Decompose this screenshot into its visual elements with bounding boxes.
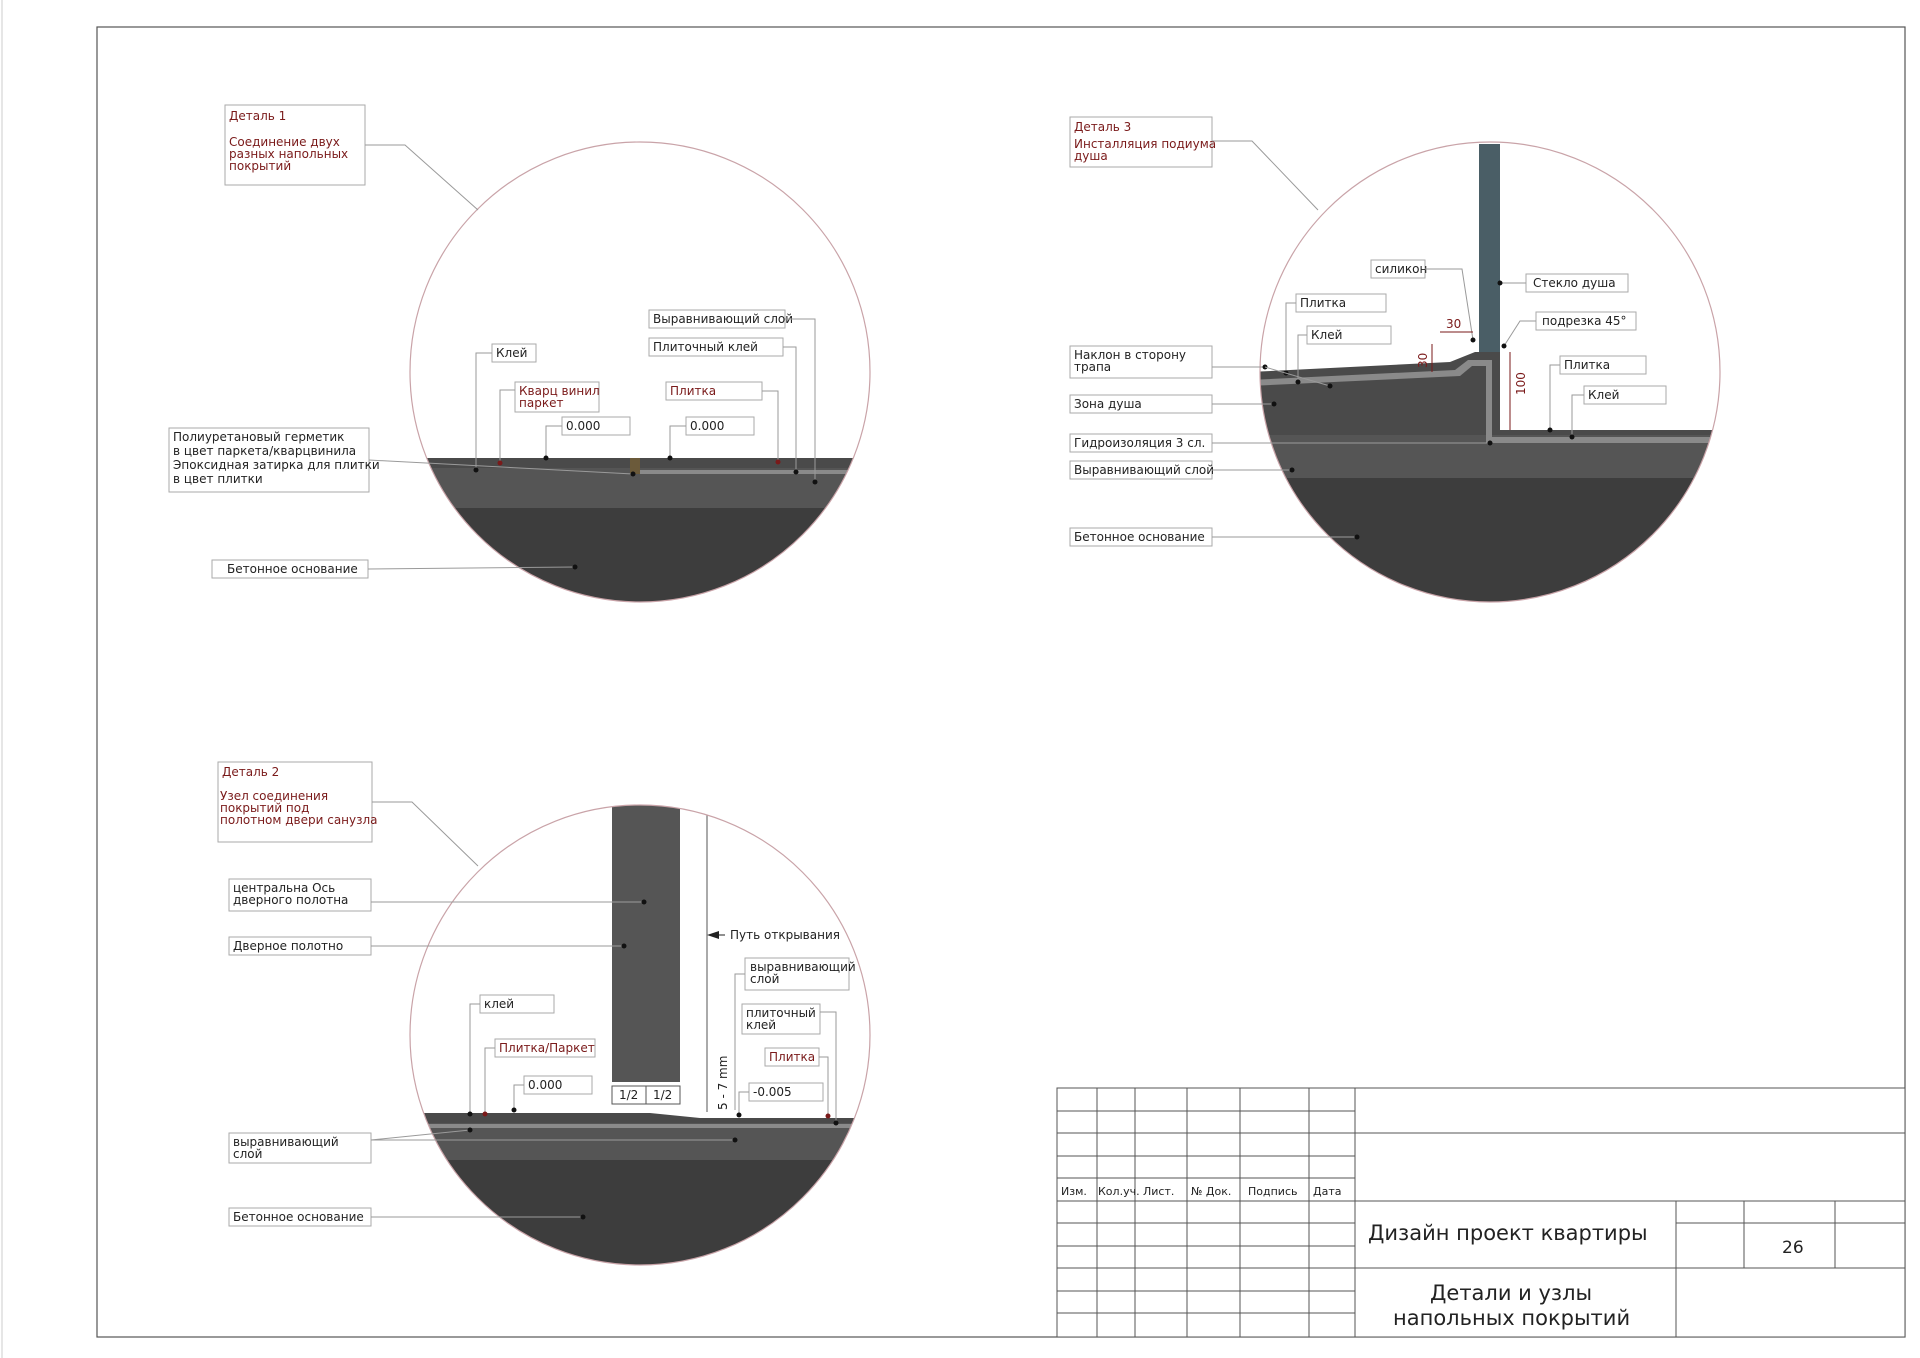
leveling-layer: [410, 468, 870, 508]
detail-1-title: Деталь 1: [229, 109, 286, 123]
label-vyravn-r-1: выравнивающий: [750, 960, 856, 974]
label-kvarc-2: паркет: [519, 396, 563, 410]
label-beton: Бетонное основание: [1074, 530, 1205, 544]
label-germ-3: Эпоксидная затирка для плитки: [173, 458, 380, 472]
label-vyravn-l-1: выравнивающий: [233, 1135, 339, 1149]
label-kvarc-1: Кварц винил: [519, 384, 600, 398]
shower-glass: [1479, 144, 1500, 352]
label-plit-klei: Плиточный клей: [653, 340, 758, 354]
detail-1-subtitle-3: покрытий: [229, 159, 291, 173]
sealant-joint: [630, 458, 640, 474]
label-plitka: Плитка: [769, 1050, 815, 1064]
label-klei-right: Клей: [1588, 388, 1619, 402]
label-gidro: Гидроизоляция 3 сл.: [1074, 436, 1205, 450]
label-gap: 5 - 7 mm: [716, 1056, 730, 1110]
label-germ-2: в цвет паркета/кварцвинила: [173, 444, 356, 458]
label-naklon-2: трапа: [1074, 360, 1111, 374]
label-plitka-right: Плитка: [1564, 358, 1610, 372]
detail-1-subtitle-2: разных напольных: [229, 147, 348, 161]
label-germ-4: в цвет плитки: [173, 472, 263, 486]
tile-adhesive: [640, 470, 870, 474]
detail-1-title-box: [224, 104, 366, 186]
concrete-base: [1260, 478, 1720, 602]
path-arrow: [707, 931, 719, 939]
label-beton: Бетонное основание: [233, 1210, 364, 1224]
tile-layer: [640, 458, 870, 468]
label-klei: клей: [484, 997, 514, 1011]
detail-3-circle: [1259, 141, 1721, 603]
concrete-base: [410, 508, 870, 602]
tb-col-doc: № Док.: [1191, 1185, 1231, 1198]
label-half-right: 1/2: [653, 1088, 672, 1102]
detail-3-title: Деталь 3: [1074, 120, 1131, 134]
leveling-layer: [410, 1123, 870, 1160]
detail-2-circle: [409, 804, 871, 1266]
tile-ramp: [650, 1113, 870, 1123]
tb-sheet-number: 26: [1782, 1238, 1804, 1258]
label-beton: Бетонное основание: [227, 562, 358, 576]
label-elev-right: 0.000: [690, 419, 724, 433]
label-klei: Клей: [496, 346, 527, 360]
tb-col-koluch: Кол.уч.: [1098, 1185, 1140, 1198]
detail-1-title-leader: [365, 144, 479, 211]
left-floor-layer: [410, 1113, 650, 1123]
dim-30-h: 30: [1446, 317, 1461, 331]
label-naklon-1: Наклон в сторону: [1074, 348, 1186, 362]
label-path: Путь открывания: [730, 928, 840, 942]
left-adhesive: [410, 1124, 650, 1128]
tb-sheet-title-2: напольных покрытий: [1393, 1306, 1630, 1330]
label-plitka-parket: Плитка/Паркет: [499, 1041, 595, 1055]
tb-col-date: Дата: [1313, 1185, 1341, 1198]
label-vyravn-r-2: слой: [750, 972, 779, 986]
label-germ-1: Полиуретановый герметик: [173, 430, 344, 444]
detail-1-subtitle-1: Соединение двух: [229, 135, 340, 149]
title-block: Изм. Кол.уч. Лист. № Док. Подпись Дата Д…: [1056, 1087, 1906, 1338]
detail-1: Деталь 1 Соединение двух разных напольны…: [168, 104, 871, 603]
tb-col-list: Лист.: [1143, 1185, 1174, 1198]
dim-30-v: 30: [1416, 353, 1430, 368]
detail-3-subtitle-1: Инсталляция подиума: [1074, 137, 1216, 151]
detail-2-title: Деталь 2: [222, 765, 279, 779]
label-axis-2: дверного полотна: [233, 893, 348, 907]
label-elev-right: -0.005: [753, 1085, 792, 1099]
dim-100: 100: [1514, 372, 1528, 395]
detail-2-subtitle-3: полотном двери санузла: [220, 813, 378, 827]
label-vyravn-l-2: слой: [233, 1147, 262, 1161]
tb-sheet-title-1: Детали и узлы: [1430, 1281, 1592, 1305]
label-door: Дверное полотно: [233, 939, 343, 953]
label-axis-1: центральна Ось: [233, 881, 335, 895]
label-klei-top: Клей: [1311, 328, 1342, 342]
label-zona: Зона душа: [1074, 397, 1142, 411]
label-plitka: Плитка: [670, 384, 716, 398]
label-elev-left: 0.000: [566, 419, 600, 433]
waterproofing: [1260, 360, 1720, 443]
vinyl-parquet-layer: [410, 458, 630, 468]
detail-3: Деталь 3 Инсталляция подиума душа силико…: [1069, 116, 1721, 603]
detail-2-subtitle-1: Узел соединения: [220, 789, 328, 803]
label-vyravn: Выравнивающий слой: [653, 312, 793, 326]
detail-3-subtitle-2: душа: [1074, 149, 1108, 163]
label-silikon: силикон: [1375, 262, 1427, 276]
tb-col-izm: Изм.: [1061, 1185, 1087, 1198]
right-adhesive: [650, 1124, 870, 1128]
label-elev-left: 0.000: [528, 1078, 562, 1092]
tb-project: Дизайн проект квартиры: [1368, 1221, 1648, 1245]
label-plitka-top: Плитка: [1300, 296, 1346, 310]
sheet-frame: [96, 26, 1906, 1338]
detail-2: Деталь 2 Узел соединения покрытий под по…: [217, 761, 871, 1266]
concrete-base: [410, 1160, 870, 1265]
tb-col-sign: Подпись: [1248, 1185, 1297, 1198]
label-half-left: 1/2: [619, 1088, 638, 1102]
label-plit-klei-1: плиточный: [746, 1006, 816, 1020]
label-steklo: Стекло душа: [1533, 276, 1616, 290]
detail-2-subtitle-2: покрытий под: [220, 801, 309, 815]
label-plit-klei-2: клей: [746, 1018, 776, 1032]
label-vyravn: Выравнивающий слой: [1074, 463, 1214, 477]
detail-1-circle: [409, 141, 871, 603]
label-podrezka: подрезка 45°: [1542, 314, 1627, 328]
door-leaf: [612, 805, 680, 1082]
